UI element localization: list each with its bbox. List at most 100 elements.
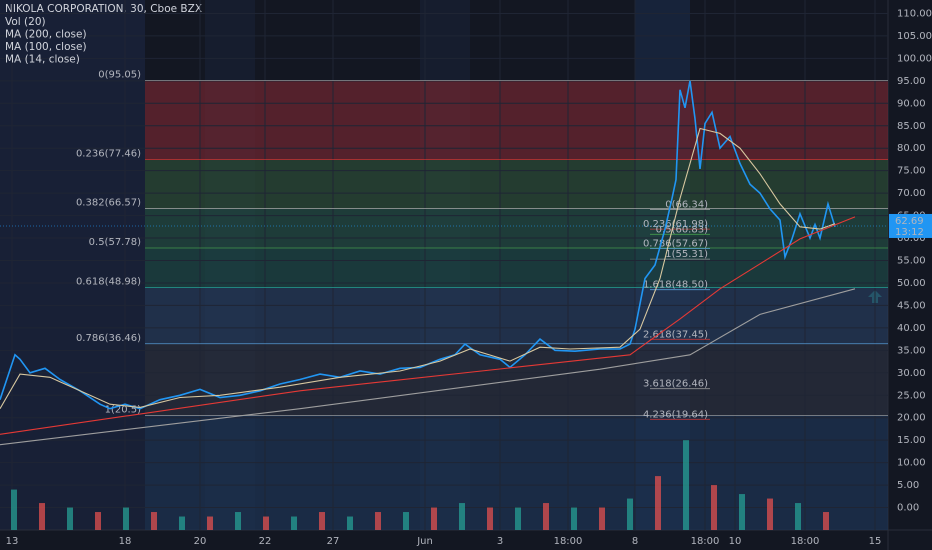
y-tick-label: 60.00 bbox=[897, 233, 926, 244]
fib-label: 0.618(48.98) bbox=[76, 277, 141, 288]
ma-line bbox=[0, 127, 836, 409]
y-tick-label: 40.00 bbox=[897, 323, 926, 334]
ma-line bbox=[0, 288, 856, 446]
volume-bar bbox=[739, 494, 745, 530]
fib-label: 0.786(36.46) bbox=[76, 333, 141, 344]
y-tick-label: 30.00 bbox=[897, 368, 926, 379]
fib2-label: 1(55.31) bbox=[665, 249, 708, 260]
price-tag bbox=[889, 213, 932, 238]
volume-bar bbox=[599, 507, 605, 530]
volume-bar bbox=[263, 516, 269, 530]
y-tick-label: 110.00 bbox=[897, 8, 932, 19]
volume-bar bbox=[823, 512, 829, 530]
volume-bar bbox=[39, 503, 45, 530]
y-tick-label: 25.00 bbox=[897, 390, 926, 401]
fib-label: 0.236(77.46) bbox=[76, 149, 141, 160]
legend-entry: Vol (20) bbox=[5, 16, 46, 28]
y-tick-label: 35.00 bbox=[897, 345, 926, 356]
x-tick-label: 27 bbox=[327, 536, 340, 547]
chart-title: NIKOLA CORPORATION, 30, Cboe BZX bbox=[5, 3, 202, 15]
fib-zone bbox=[145, 159, 888, 209]
y-tick-label: 45.00 bbox=[897, 300, 926, 311]
y-tick-label: 85.00 bbox=[897, 121, 926, 132]
fib2-label: 3.618(26.46) bbox=[643, 379, 708, 390]
volume-bar bbox=[459, 503, 465, 530]
y-tick-label: 90.00 bbox=[897, 98, 926, 109]
fib2-label: 2.618(37.45) bbox=[643, 329, 708, 340]
volume-bar bbox=[347, 516, 353, 530]
fib-label: 1(20.5) bbox=[105, 404, 142, 415]
price-tag-label: 62.69 bbox=[895, 216, 924, 227]
legend-entry: MA (100, close) bbox=[5, 41, 87, 53]
volume-bar bbox=[711, 485, 717, 530]
fib2-label: 0.236(61.98) bbox=[643, 219, 708, 230]
y-tick-label: 80.00 bbox=[897, 143, 926, 154]
volume-bar bbox=[123, 507, 129, 530]
volume-bar bbox=[179, 516, 185, 530]
volume-bar bbox=[543, 503, 549, 530]
volume-bar bbox=[571, 507, 577, 530]
x-tick-label: 10 bbox=[729, 536, 742, 547]
y-tick-label: 0.00 bbox=[897, 503, 919, 514]
fib-label: 0(95.05) bbox=[98, 70, 141, 81]
fib-label: 0.382(66.57) bbox=[76, 198, 141, 209]
fib-zone bbox=[145, 287, 888, 344]
volume-bar bbox=[151, 512, 157, 530]
volume-bar bbox=[95, 512, 101, 530]
volume-bar bbox=[487, 507, 493, 530]
y-tick-label: 100.00 bbox=[897, 53, 932, 64]
y-tick-label: 20.00 bbox=[897, 413, 926, 424]
price-line bbox=[0, 80, 836, 410]
ma-line bbox=[0, 216, 856, 435]
fib-zone bbox=[145, 248, 888, 288]
volume-bar bbox=[291, 516, 297, 530]
volume-bar bbox=[431, 507, 437, 530]
fib2-label: 0.5(60.83) bbox=[656, 224, 708, 235]
legend-entry: MA (14, close) bbox=[5, 54, 80, 66]
fib-zone bbox=[145, 80, 888, 160]
fib-zone bbox=[145, 208, 888, 249]
x-tick-label: 18:00 bbox=[691, 536, 720, 547]
volume-bar bbox=[375, 512, 381, 530]
fib2-label: 0(66.34) bbox=[665, 200, 708, 211]
x-tick-label: 13 bbox=[6, 536, 19, 547]
x-tick-label: 15 bbox=[869, 536, 882, 547]
fib-label: 0.5(57.78) bbox=[89, 237, 141, 248]
volume-bar bbox=[767, 498, 773, 530]
y-tick-label: 70.00 bbox=[897, 188, 926, 199]
x-tick-label: 22 bbox=[259, 536, 272, 547]
volume-bar bbox=[67, 507, 73, 530]
y-tick-label: 50.00 bbox=[897, 278, 926, 289]
x-tick-label: 18:00 bbox=[554, 536, 583, 547]
x-tick-label: 18 bbox=[119, 536, 132, 547]
volume-bar bbox=[683, 440, 689, 530]
volume-bar bbox=[627, 498, 633, 530]
y-tick-label: 75.00 bbox=[897, 166, 926, 177]
fib-zone bbox=[145, 343, 888, 416]
y-tick-label: 105.00 bbox=[897, 31, 932, 42]
y-tick-label: 5.00 bbox=[897, 480, 919, 491]
y-tick-label: 10.00 bbox=[897, 458, 926, 469]
y-tick-label: 55.00 bbox=[897, 256, 926, 267]
volume-bar bbox=[235, 512, 241, 530]
x-tick-label: 20 bbox=[194, 536, 207, 547]
volume-bar bbox=[319, 512, 325, 530]
y-tick-label: 95.00 bbox=[897, 76, 926, 87]
x-tick-label: 18:00 bbox=[791, 536, 820, 547]
x-tick-label: 3 bbox=[497, 536, 503, 547]
y-tick-label: 15.00 bbox=[897, 435, 926, 446]
countdown-label: 13:12 bbox=[895, 227, 924, 238]
fib2-label: 4.236(19.64) bbox=[643, 409, 708, 420]
fib2-label: 1.618(48.50) bbox=[643, 280, 708, 291]
volume-bar bbox=[655, 476, 661, 530]
fib2-label: 0.786(57.67) bbox=[643, 239, 708, 250]
x-tick-label: 8 bbox=[632, 536, 638, 547]
x-tick-label: Jun bbox=[416, 536, 433, 547]
legend-entry: MA (200, close) bbox=[5, 29, 87, 41]
volume-bar bbox=[207, 516, 213, 530]
volume-bar bbox=[515, 507, 521, 530]
volume-bar bbox=[11, 489, 17, 530]
volume-bar bbox=[403, 512, 409, 530]
volume-bar bbox=[795, 503, 801, 530]
